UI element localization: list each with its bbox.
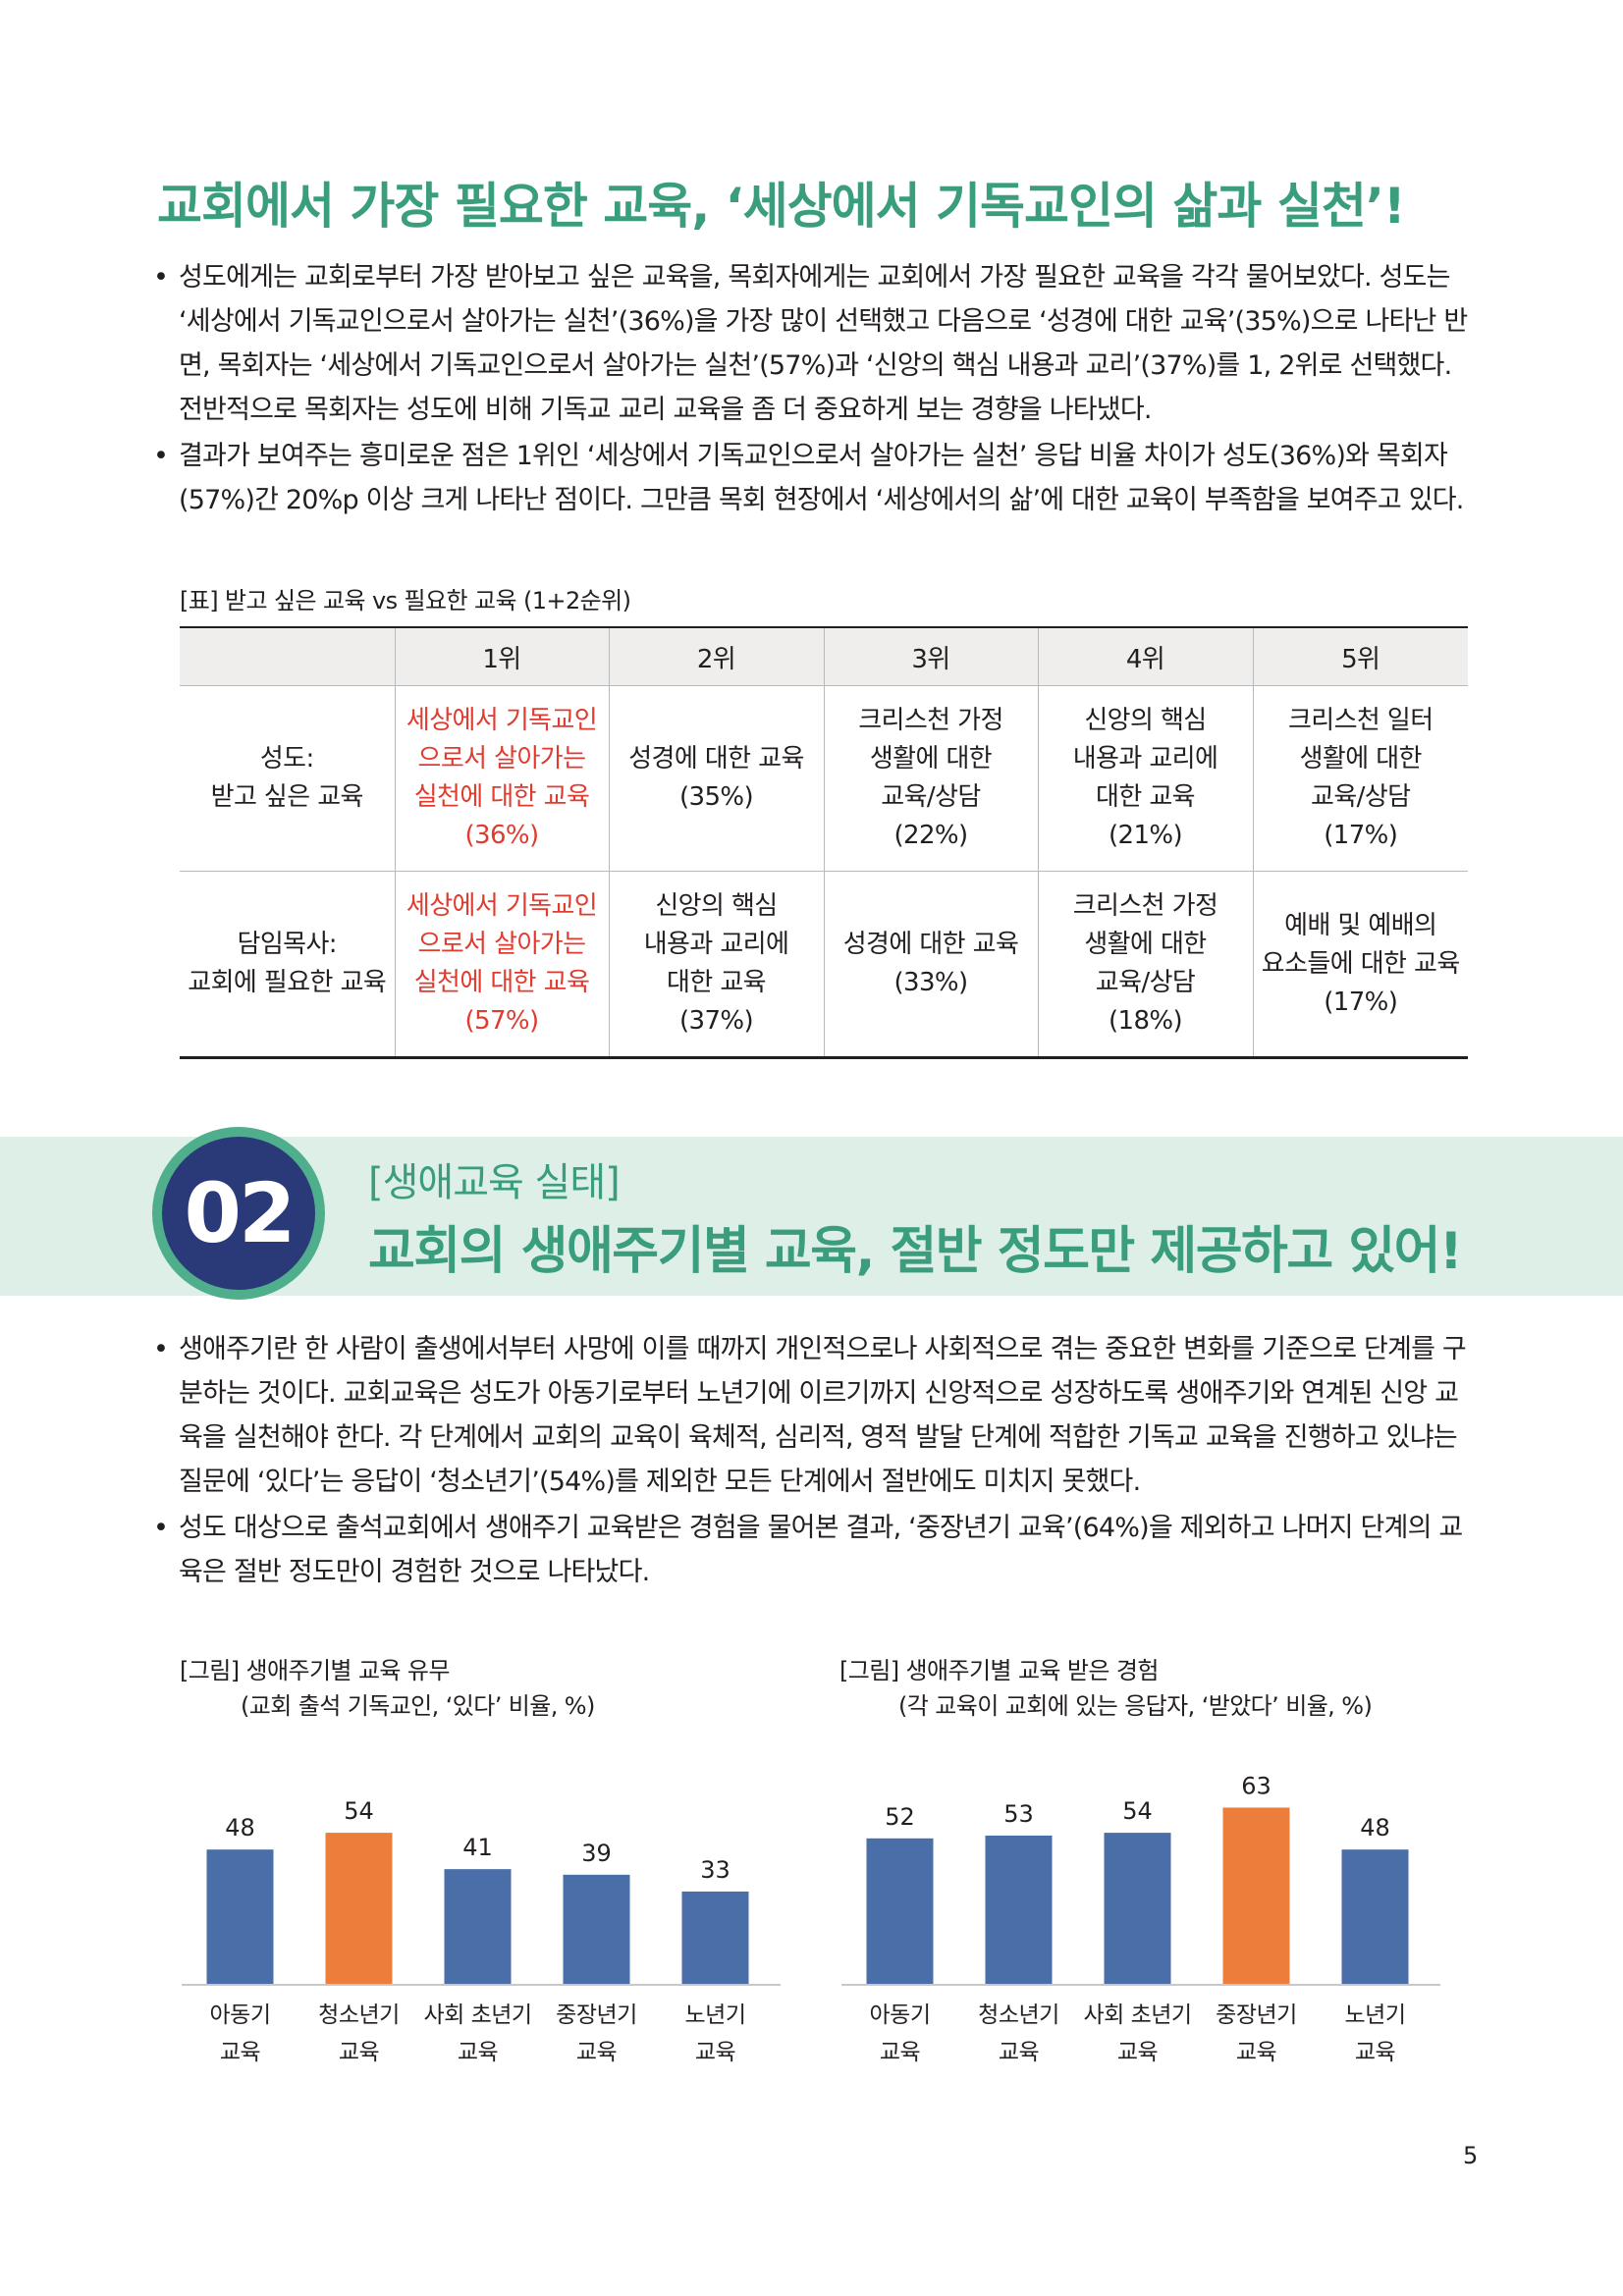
bullet-paragraph: 성도 대상으로 출석교회에서 생애주기 교육받은 경험을 물어본 결과, ‘중장… <box>153 1506 1478 1594</box>
chart-bar <box>444 1869 512 1984</box>
chart-bar <box>1341 1849 1409 1984</box>
table-header-cell: 5위 <box>1252 626 1468 686</box>
table-cell: 성경에 대한 교육 (33%) <box>823 871 1038 1059</box>
chart-data-label: 53 <box>1003 1800 1034 1828</box>
row-label: 성도: 받고 싶은 교육 <box>180 685 395 872</box>
chart-category-label: 청소년기 <box>318 2002 400 2028</box>
section-title: 교회에서 가장 필요한 교육, ‘세상에서 기독교인의 삶과 실천’! <box>157 178 1406 235</box>
chart-category-label: 노년기 <box>1345 2002 1406 2028</box>
chart-data-label: 41 <box>462 1834 493 1861</box>
chart-data-label: 54 <box>1122 1797 1153 1825</box>
section-number-badge: 02 <box>162 1137 315 1290</box>
table-cell-highlight: 세상에서 기독교인 으로서 살아가는 실천에 대한 교육 (36%) <box>394 685 609 872</box>
chart-bar <box>206 1849 274 1984</box>
chart-data-label: 63 <box>1241 1772 1271 1799</box>
table-cell: 크리스천 일터 생활에 대한 교육/상담 (17%) <box>1252 685 1468 872</box>
table-row: 담임목사: 교회에 필요한 교육 세상에서 기독교인 으로서 살아가는 실천에 대한 … <box>180 871 1468 1059</box>
chart-category-label: 교육 <box>576 2040 617 2065</box>
chart-bar <box>681 1891 749 1984</box>
chart-category-label: 교육 <box>1117 2040 1158 2065</box>
chart-bar <box>985 1835 1053 1984</box>
table-cell: 예배 및 예배의 요소들에 대한 교육 (17%) <box>1252 871 1468 1059</box>
chart-category-label: 사회 초년기 <box>1083 2002 1191 2028</box>
chart-category-label: 청소년기 <box>978 2002 1059 2028</box>
table-cell: 신앙의 핵심 내용과 교리에 대한 교육 (37%) <box>608 871 824 1059</box>
chart-category-label: 교육 <box>1236 2040 1276 2065</box>
table-header-cell: 1위 <box>394 626 609 686</box>
table-cell: 신앙의 핵심 내용과 교리에 대한 교육 (21%) <box>1037 685 1253 872</box>
chart-data-label: 48 <box>225 1814 255 1842</box>
chart-category-label: 중장년기 <box>556 2002 637 2028</box>
chart1-subtitle: (교회 출석 기독교인, ‘있다’ 비율, %) <box>241 1692 595 1720</box>
chart-data-label: 48 <box>1360 1814 1390 1842</box>
chart1-title: [그림] 생애주기별 교육 유무 <box>180 1657 451 1684</box>
table-cell: 성경에 대한 교육 (35%) <box>608 685 824 872</box>
table-cell-highlight: 세상에서 기독교인 으로서 살아가는 실천에 대한 교육 (57%) <box>394 871 609 1059</box>
chart-bar <box>1104 1833 1171 1984</box>
table-header-cell: 2위 <box>608 626 824 686</box>
chart2-subtitle: (각 교육이 교회에 있는 응답자, ‘받았다’ 비율, %) <box>898 1692 1373 1720</box>
table-cell: 크리스천 가정 생활에 대한 교육/상담 (18%) <box>1037 871 1253 1059</box>
table-header-cell: 3위 <box>823 626 1038 686</box>
chart-bar <box>866 1838 934 1984</box>
chart-category-label: 교육 <box>999 2040 1039 2065</box>
chart-category-label: 교육 <box>220 2040 260 2065</box>
table-header-cell: 4위 <box>1037 626 1253 686</box>
row-label: 담임목사: 교회에 필요한 교육 <box>180 871 395 1059</box>
table-corner-cell <box>180 626 395 686</box>
chart-category-label: 교육 <box>458 2040 498 2065</box>
table-row: 성도: 받고 싶은 교육 세상에서 기독교인 으로서 살아가는 실천에 대한 교육 (3… <box>180 685 1468 872</box>
chart2-title: [그림] 생애주기별 교육 받은 경험 <box>839 1657 1159 1684</box>
chart-bar <box>1222 1807 1290 1984</box>
section-subtitle: [생애교육 실태] <box>368 1160 621 1205</box>
chart-category-label: 중장년기 <box>1216 2002 1297 2028</box>
chart-category-label: 교육 <box>695 2040 735 2065</box>
chart-data-label: 52 <box>885 1803 915 1831</box>
chart-category-label: 교육 <box>339 2040 379 2065</box>
table-caption: [표] 받고 싶은 교육 vs 필요한 교육 (1+2순위) <box>180 587 631 614</box>
chart-category-label: 교육 <box>880 2040 920 2065</box>
chart-data-label: 39 <box>581 1840 612 1867</box>
chart-category-label: 아동기 <box>870 2002 931 2028</box>
table-header-row: 1위 2위 3위 4위 5위 <box>180 626 1468 686</box>
table-cell: 크리스천 가정 생활에 대한 교육/상담 (22%) <box>823 685 1038 872</box>
section2-bullet-list: 생애주기란 한 사람이 출생에서부터 사망에 이를 때까지 개인적으로나 사회적… <box>153 1327 1478 1594</box>
chart-category-label: 교육 <box>1355 2040 1395 2065</box>
chart-category-label: 노년기 <box>685 2002 746 2028</box>
chart-category-label: 사회 초년기 <box>423 2002 531 2028</box>
chart-data-label: 33 <box>700 1856 730 1884</box>
chart-category-label: 아동기 <box>210 2002 271 2028</box>
bullet-paragraph: 생애주기란 한 사람이 출생에서부터 사망에 이를 때까지 개인적으로나 사회적… <box>153 1327 1478 1504</box>
bullet-paragraph: 성도에게는 교회로부터 가장 받아보고 싶은 교육을, 목회자에게는 교회에서 … <box>153 255 1478 432</box>
chart-data-label: 54 <box>344 1797 374 1825</box>
page-number: 5 <box>1463 2142 1479 2169</box>
chart-bar <box>325 1833 393 1984</box>
chart-bar <box>563 1874 630 1984</box>
bullet-paragraph: 결과가 보여주는 흥미로운 점은 1위인 ‘세상에서 기독교인으로서 살아가는 … <box>153 434 1478 522</box>
section-heading: 교회의 생애주기별 교육, 절반 정도만 제공하고 있어! <box>368 1222 1463 1281</box>
section1-bullet-list: 성도에게는 교회로부터 가장 받아보고 싶은 교육을, 목회자에게는 교회에서 … <box>153 255 1478 522</box>
ranking-table: 1위 2위 3위 4위 5위 성도: 받고 싶은 교육 세상에서 기독교인 으로서 … <box>180 626 1468 1059</box>
